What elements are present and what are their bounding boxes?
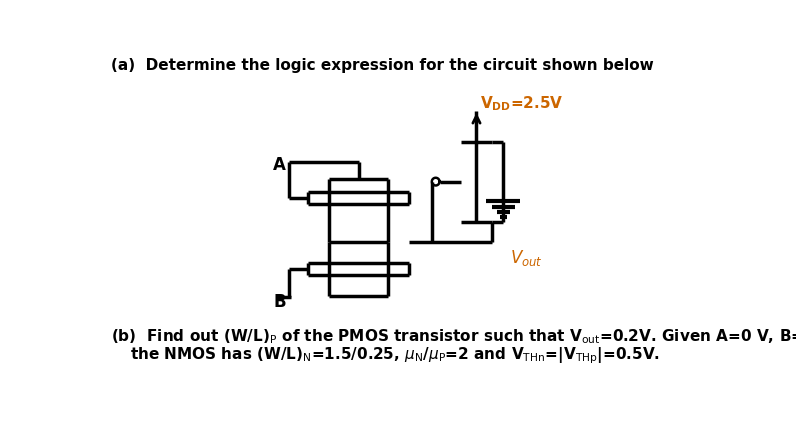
- Text: A: A: [273, 155, 287, 173]
- Text: (a)  Determine the logic expression for the circuit shown below: (a) Determine the logic expression for t…: [111, 58, 654, 73]
- Text: the NMOS has (W/L)$_\mathrm{N}$=1.5/0.25, $\mu_\mathrm{N}$/$\mu_\mathrm{P}$=2 an: the NMOS has (W/L)$_\mathrm{N}$=1.5/0.25…: [130, 344, 660, 365]
- Text: $\mathbf{V_{DD}}$=2.5V: $\mathbf{V_{DD}}$=2.5V: [480, 94, 564, 113]
- Text: B: B: [274, 292, 287, 310]
- Text: $V_{out}$: $V_{out}$: [509, 248, 542, 267]
- Text: (b)  Find out (W/L)$_\mathrm{P}$ of the PMOS transistor such that V$_\mathrm{out: (b) Find out (W/L)$_\mathrm{P}$ of the P…: [111, 327, 796, 345]
